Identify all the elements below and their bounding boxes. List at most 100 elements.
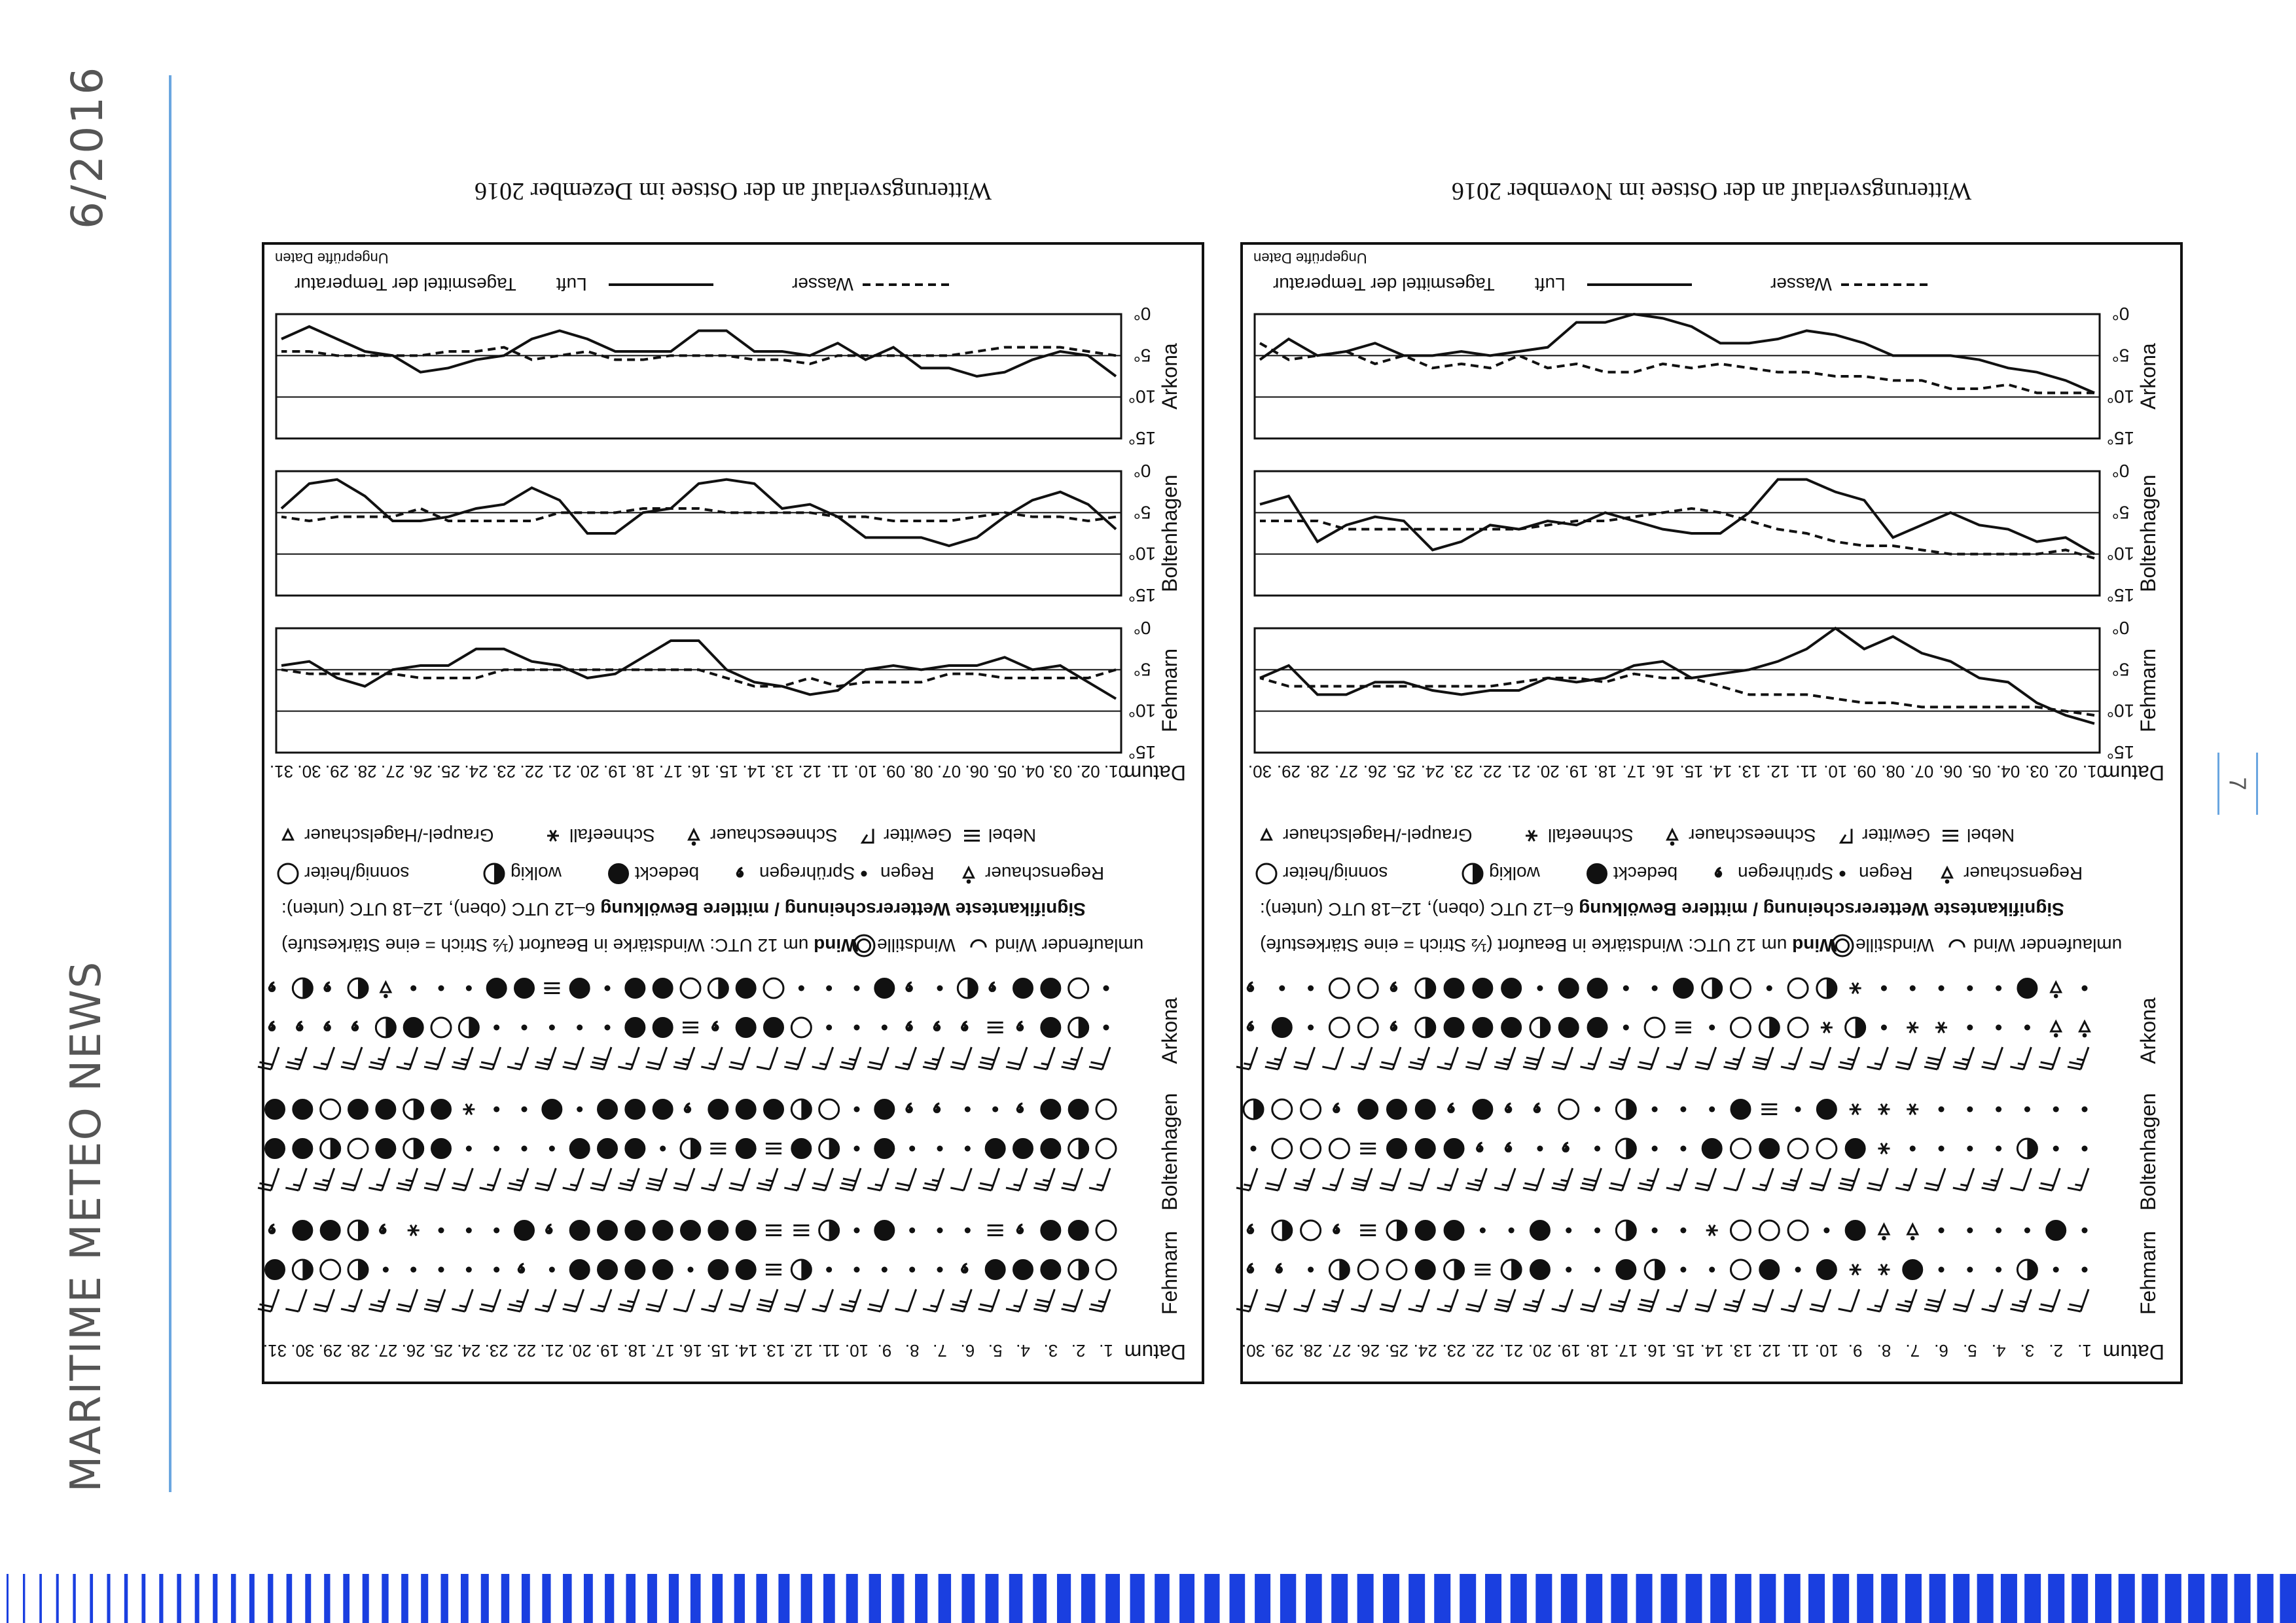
wind-barb (756, 1289, 779, 1313)
footer-stripe (1977, 1574, 1994, 1623)
weather-date-label: 20. (1528, 1341, 1552, 1361)
wind-barb (1924, 1289, 1946, 1313)
wind-barb (1637, 1046, 1660, 1071)
weather-symbol-lower (2081, 1266, 2088, 1273)
wind-barb (423, 1168, 446, 1192)
footer-stripe (194, 1574, 200, 1623)
footer-stripe (1905, 1574, 1922, 1623)
footer-stripe (1130, 1574, 1145, 1623)
weather-symbol-lower (292, 1138, 314, 1159)
weather-symbol-lower (735, 1138, 757, 1159)
weather-symbol-upper (683, 1102, 692, 1113)
weather-symbol-upper (853, 1227, 860, 1234)
weather-symbol-upper (1587, 978, 1608, 999)
weather-date-label: 21. (1499, 1341, 1523, 1361)
weather-symbol-upper (514, 978, 535, 999)
y-tick-label: 5° (2112, 502, 2130, 522)
wind-barb (1895, 1289, 1918, 1313)
graph-date-label: 04. (1020, 762, 1044, 781)
y-tick-label: 15° (1128, 428, 1156, 448)
weather-symbol-lower (1328, 1137, 1350, 1160)
graph-date-label: 02. (2054, 762, 2077, 781)
weather-symbol-lower (624, 1259, 646, 1280)
weather-symbol-lower-half (358, 1260, 368, 1279)
weather-symbol-upper (1271, 1098, 1293, 1120)
weather-symbol-upper (1016, 1223, 1024, 1234)
wind-barb (590, 1289, 613, 1313)
graph-date-label: 30. (1248, 762, 1272, 781)
wind-barb (368, 1289, 391, 1313)
weather-symbol-upper (407, 1224, 420, 1236)
weather-symbol-upper (521, 1106, 528, 1113)
weather-symbol-upper (1787, 977, 1809, 999)
variable-wind-label: umlaufender Wind (1973, 935, 2122, 955)
weather-symbol-upper (1537, 985, 1543, 991)
footer-stripe (461, 1574, 469, 1623)
weather-symbol-lower (1878, 1143, 1890, 1154)
y-tick-label: 15° (2107, 585, 2134, 605)
weather-date-label: 12. (789, 1341, 813, 1361)
footer-stripe (107, 1574, 111, 1623)
y-tick-label: 5° (1134, 502, 1151, 522)
legend-overcast-icon (1587, 863, 1607, 884)
weather-symbol-upper (1761, 1103, 1778, 1115)
weather-date-label: 18. (623, 1341, 647, 1361)
weather-symbol-upper (1472, 1099, 1494, 1120)
weather-date-label: 3. (1043, 1341, 1058, 1361)
weather-symbol-upper (493, 1227, 500, 1234)
weather-date-label: 14. (1700, 1341, 1724, 1361)
weather-symbol-upper (1709, 1106, 1715, 1113)
weather-symbol-upper-dot (384, 993, 388, 999)
weather-symbol-lower (2024, 1024, 2030, 1031)
weather-symbol-lower (569, 1138, 590, 1159)
weather-symbol-lower (1729, 1258, 1751, 1281)
weather-symbol-upper (853, 985, 860, 991)
november-chart: Witterungsverlauf an der Ostsee im Novem… (1236, 177, 2183, 1384)
weather-date-label: 30. (1242, 1341, 1265, 1361)
graph-date-label: 20. (575, 762, 599, 781)
legend-snow-icon (547, 830, 559, 842)
footer-stripe (647, 1574, 657, 1623)
wind-barb (728, 1046, 751, 1071)
wind-barb (812, 1168, 834, 1192)
graph-date-label: 04. (1996, 762, 2020, 781)
weather-symbol-upper (1844, 1220, 1866, 1241)
footer-stripe (268, 1574, 274, 1623)
graph-frame (275, 313, 1122, 440)
weather-symbol-upper (1479, 1227, 1486, 1234)
wind-barb (1494, 1168, 1516, 1192)
graph-date-label: 15. (1679, 762, 1703, 781)
weather-symbol-lower (1103, 1024, 1109, 1031)
y-tick-label: 10° (2107, 701, 2134, 721)
station-label-arkona: Arkona (1158, 997, 1181, 1064)
legend-partly-label: wolkig (1489, 863, 1541, 883)
wind-barb (1838, 1289, 1861, 1313)
weather-symbol-upper (1360, 1224, 1376, 1236)
footer-stripe (382, 1574, 389, 1623)
weather-symbol-upper (992, 1106, 999, 1113)
weather-date-label: 17. (1614, 1341, 1638, 1361)
weather-symbol-lower (548, 1145, 555, 1152)
y-tick-label: 10° (2107, 387, 2134, 407)
wind-barb (895, 1289, 918, 1313)
wind-barb (1751, 1046, 1774, 1071)
weather-symbol-upper (1729, 1219, 1751, 1241)
graph-date-label: 19. (603, 762, 627, 781)
footer-stripe (2234, 1574, 2251, 1623)
wind-barb (922, 1168, 945, 1192)
weather-symbol-upper (1849, 982, 1861, 994)
page-number: 7 (2225, 777, 2251, 791)
weather-symbol-lower-half (1425, 1018, 1435, 1037)
weather-datum-label: Datum (2103, 1340, 2164, 1364)
weather-symbol-upper (1766, 985, 1772, 991)
legend-hail-icon (1260, 827, 1273, 841)
footer-stripe (1510, 1574, 1527, 1623)
weather-symbol-lower (1328, 1016, 1350, 1039)
weather-symbol-lower-half (1078, 1139, 1088, 1158)
wind-barb (1695, 1168, 1717, 1192)
weather-symbol-lower (1443, 1017, 1465, 1038)
weather-symbol-upper (1300, 1219, 1322, 1241)
legend-shower-icon-dot (691, 841, 696, 846)
weather-date-label: 18. (1585, 1341, 1609, 1361)
wind-barb (1088, 1168, 1111, 1192)
